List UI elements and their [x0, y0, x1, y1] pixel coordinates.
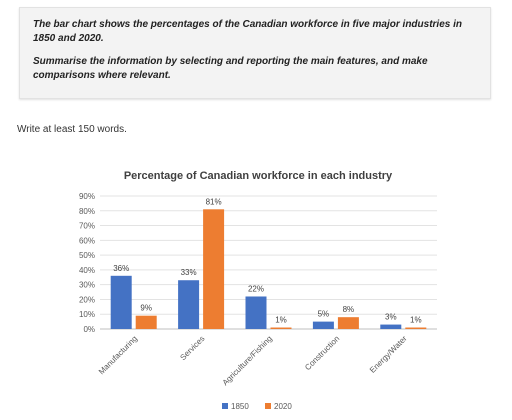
y-tick-label: 30%: [79, 281, 95, 290]
data-label: 5%: [318, 310, 330, 319]
legend-label: 1850: [231, 402, 249, 411]
legend-label: 2020: [274, 402, 292, 411]
bar-2020-0: [135, 315, 157, 329]
gridlines: [100, 195, 437, 330]
bar-1850-4: [380, 324, 402, 329]
y-axis-ticks: 0% 10% 20% 30% 40% 50% 60% 70% 80% 90%: [79, 192, 95, 334]
chart-container: Percentage of Canadian workforce in each…: [0, 160, 512, 420]
legend: 1850 2020: [222, 402, 292, 411]
data-label: 8%: [343, 305, 355, 314]
x-tick-label: Energy/Water: [368, 334, 409, 375]
data-label: 22%: [248, 284, 264, 293]
data-label: 81%: [206, 197, 222, 206]
data-label: 9%: [140, 304, 152, 313]
y-tick-label: 0%: [83, 325, 95, 334]
x-axis-labels: Manufacturing Services Agriculture/Fishing…: [97, 334, 409, 387]
y-tick-label: 70%: [79, 222, 95, 231]
x-tick-label: Services: [178, 334, 206, 362]
bar-1850-3: [312, 321, 334, 329]
y-tick-label: 20%: [79, 295, 95, 304]
y-tick-label: 80%: [79, 207, 95, 216]
x-tick-label: Construction: [303, 334, 341, 372]
chart-title: Percentage of Canadian workforce in each…: [124, 170, 393, 182]
y-tick-label: 50%: [79, 251, 95, 260]
data-label: 36%: [113, 264, 129, 273]
legend-swatch: [222, 403, 228, 409]
data-label: 3%: [385, 313, 397, 322]
bar-2020-4: [405, 327, 427, 329]
data-labels: 36% 9% 33% 81% 22% 1% 5% 8% 3% 1%: [113, 197, 421, 324]
data-label: 1%: [275, 316, 287, 325]
bars: [110, 209, 427, 329]
task-instructions: Summarise the information by selecting a…: [33, 56, 428, 81]
bar-1850-2: [245, 296, 267, 329]
word-count-instruction: Write at least 150 words.: [17, 124, 127, 135]
legend-swatch: [265, 403, 271, 409]
data-label: 1%: [410, 316, 422, 325]
bar-1850-0: [110, 275, 132, 329]
bar-chart: Percentage of Canadian workforce in each…: [79, 170, 437, 411]
task-description: The bar chart shows the percentages of t…: [33, 19, 462, 44]
y-tick-label: 40%: [79, 266, 95, 275]
bar-2020-2: [270, 327, 292, 329]
y-tick-label: 10%: [79, 310, 95, 319]
bar-2020-3: [337, 317, 359, 329]
task-prompt-box: The bar chart shows the percentages of t…: [19, 7, 491, 99]
data-label: 33%: [181, 268, 197, 277]
y-tick-label: 60%: [79, 236, 95, 245]
bar-2020-1: [203, 209, 225, 329]
x-tick-label: Manufacturing: [97, 334, 139, 376]
x-tick-label: Agriculture/Fishing: [221, 334, 274, 387]
bar-1850-1: [178, 280, 200, 329]
y-tick-label: 90%: [79, 192, 95, 201]
